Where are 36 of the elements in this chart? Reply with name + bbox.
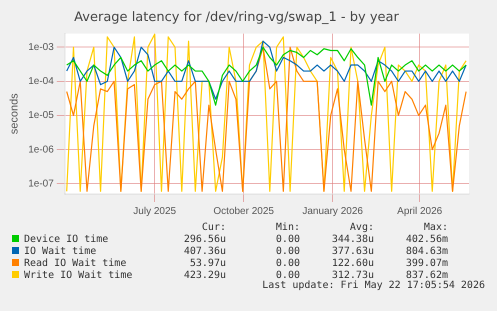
- y-tick-label: 1e-07: [28, 178, 54, 190]
- legend-label: Read IO Wait time: [23, 257, 128, 269]
- text: 407.36u: [182, 245, 226, 257]
- text: 402.56m: [404, 233, 448, 245]
- y-tick-label: 1e-04: [28, 76, 54, 88]
- text: 377.63u: [330, 245, 374, 257]
- text: Avg:: [348, 221, 374, 233]
- chart-title: Average latency for /dev/ring-vg/swap_1 - by year: [74, 10, 400, 26]
- x-tick-label: January 2026: [302, 206, 364, 217]
- text: 804.63m: [404, 245, 448, 257]
- text: 399.07m: [404, 257, 448, 269]
- x-tick-label: April 2026: [397, 206, 443, 217]
- text: 122.60u: [330, 257, 374, 269]
- text: 53.97u: [188, 257, 226, 269]
- text: 312.73u: [332, 269, 374, 280]
- x-tick-label: July 2025: [133, 206, 177, 217]
- text: Last update: Fri May 22 17:05:54 2026: [262, 280, 485, 291]
- legend-label: IO Wait time: [23, 245, 98, 257]
- y-tick-label: 1e-03: [28, 42, 54, 53]
- text: 0.00: [274, 269, 300, 280]
- y-tick-label: 1e-06: [28, 144, 54, 156]
- text: 0.00: [274, 257, 300, 269]
- legend-label: Device IO time: [23, 233, 110, 245]
- text: 344.38u: [330, 233, 374, 245]
- text: 296.56u: [182, 233, 226, 245]
- legend-label: Write IO Wait time: [23, 269, 134, 281]
- y-tick-label: 1e-05: [28, 110, 54, 122]
- text: 423.29u: [182, 269, 226, 281]
- text: Max:: [422, 221, 448, 233]
- text: 837.62m: [404, 269, 448, 280]
- x-tick-label: October 2025: [213, 206, 274, 217]
- text: Cur:: [200, 221, 226, 233]
- y-axis-title: seconds: [8, 92, 21, 134]
- text: Min:: [274, 221, 300, 233]
- text: 0.00: [274, 245, 300, 257]
- text: 0.00: [274, 233, 300, 245]
